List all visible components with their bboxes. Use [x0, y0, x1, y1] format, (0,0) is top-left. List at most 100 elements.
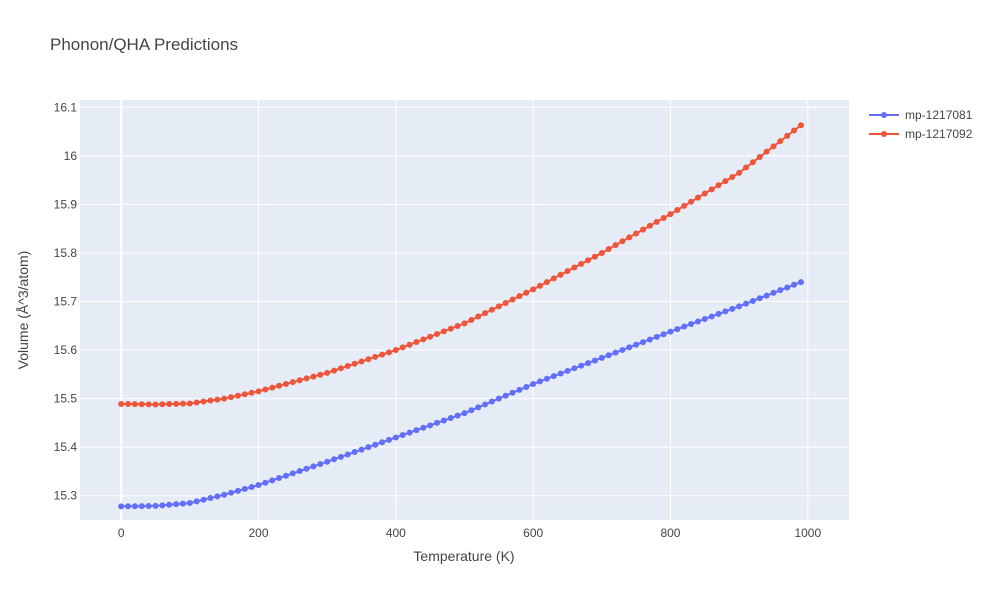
data-point [667, 211, 674, 218]
data-point [179, 400, 186, 407]
legend-item[interactable]: mp-1217081 [869, 108, 973, 122]
data-point [248, 483, 255, 490]
data-point [228, 394, 235, 401]
data-point [282, 380, 289, 387]
data-point [344, 363, 351, 370]
data-point [440, 417, 447, 424]
data-point [447, 415, 454, 422]
data-point [372, 353, 379, 360]
data-point [557, 271, 564, 278]
data-point [667, 328, 674, 335]
data-point [379, 351, 386, 358]
data-point [578, 362, 585, 369]
data-point [736, 303, 743, 310]
data-point [495, 395, 502, 402]
data-point [777, 138, 784, 145]
grid-lines [80, 100, 849, 520]
data-point [797, 122, 804, 129]
data-point [797, 279, 804, 286]
data-point [502, 392, 509, 399]
data-point [241, 485, 248, 492]
x-tick-label: 0 [118, 526, 125, 540]
y-tick-labels: 15.3 15.4 15.5 15.6 15.7 15.8 15.9 16 16.1 [54, 100, 78, 502]
data-point [640, 339, 647, 346]
data-point [262, 386, 269, 393]
data-point [276, 382, 283, 389]
y-tick-label: 15.6 [54, 343, 78, 357]
data-point [365, 356, 372, 363]
data-point [688, 321, 695, 328]
data-point [619, 238, 626, 245]
data-point [777, 287, 784, 294]
data-point [152, 401, 159, 408]
data-point [317, 461, 324, 468]
y-tick-label: 16 [64, 149, 78, 163]
data-point [372, 441, 379, 448]
data-point [646, 222, 653, 229]
data-point [543, 279, 550, 286]
data-point [488, 398, 495, 405]
data-point [241, 391, 248, 398]
y-tick-label: 15.4 [54, 440, 78, 454]
data-point [674, 206, 681, 213]
data-point [646, 336, 653, 343]
data-point [179, 500, 186, 507]
data-point [770, 143, 777, 150]
data-point [626, 234, 633, 241]
data-point [571, 365, 578, 372]
data-point [763, 292, 770, 299]
data-point [255, 388, 262, 395]
data-point [681, 323, 688, 330]
data-point [420, 336, 427, 343]
data-point [605, 352, 612, 359]
data-point [413, 427, 420, 434]
data-point [715, 310, 722, 317]
data-point [784, 284, 791, 291]
data-point [131, 401, 138, 408]
data-point [269, 477, 276, 484]
data-point [660, 214, 667, 221]
data-point [488, 306, 495, 313]
data-point [461, 410, 468, 417]
data-point [612, 242, 619, 249]
data-point [440, 328, 447, 335]
data-point [289, 379, 296, 386]
data-point [475, 404, 482, 411]
data-point [749, 159, 756, 166]
x-tick-label: 1000 [794, 526, 821, 540]
data-point [495, 303, 502, 310]
x-tick-labels: 0 200 400 600 800 1000 [118, 526, 822, 540]
data-point [475, 313, 482, 320]
data-point [138, 401, 145, 408]
data-point [743, 300, 750, 307]
data-point [729, 305, 736, 312]
y-tick-label: 15.9 [54, 197, 78, 211]
data-point [324, 369, 331, 376]
data-point [317, 371, 324, 378]
data-point [591, 357, 598, 364]
data-point [289, 470, 296, 477]
data-point [344, 451, 351, 458]
data-point [310, 463, 317, 470]
x-tick-label: 400 [386, 526, 406, 540]
data-point [303, 375, 310, 382]
data-point [221, 491, 228, 498]
data-point [324, 458, 331, 465]
data-point [269, 384, 276, 391]
data-point [749, 297, 756, 304]
data-point [173, 400, 180, 407]
data-point [125, 503, 132, 510]
data-point [186, 400, 193, 407]
data-point [571, 264, 578, 271]
data-point [399, 432, 406, 439]
data-point [736, 169, 743, 176]
legend-item[interactable]: mp-1217092 [869, 127, 973, 141]
data-point [619, 346, 626, 353]
data-point [207, 495, 214, 502]
data-point [694, 318, 701, 325]
data-point [509, 389, 516, 396]
data-point [482, 310, 489, 317]
data-point [413, 339, 420, 346]
data-point [550, 373, 557, 380]
